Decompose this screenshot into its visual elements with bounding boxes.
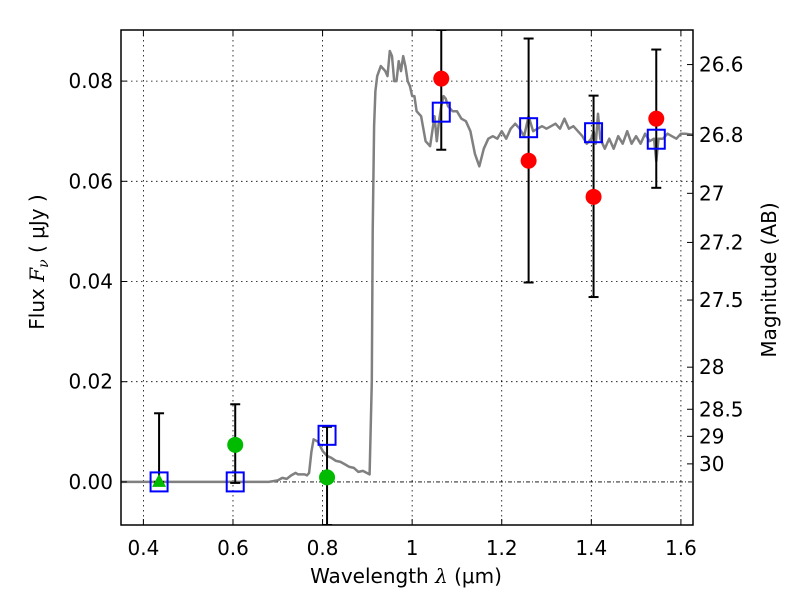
y-tick-label: 0.08 bbox=[68, 69, 113, 93]
y2-axis-ticks: 26.6 26.8 27 27.2 27.5 28 28.5 29 30 bbox=[687, 53, 744, 476]
marker-layer bbox=[149, 70, 666, 493]
y2-tick-label: 27.2 bbox=[699, 230, 744, 254]
data-point-circle bbox=[433, 70, 450, 87]
data-point-circle bbox=[520, 152, 537, 169]
spectrum-line bbox=[121, 49, 693, 484]
x-axis-label: Wavelength λ (μm) bbox=[310, 564, 502, 588]
y2-tick-label: 28 bbox=[699, 355, 724, 379]
x-tick-label: 1.2 bbox=[486, 536, 518, 560]
y-tick-label: 0.02 bbox=[68, 370, 113, 394]
x-tick-label: 1.6 bbox=[665, 536, 697, 560]
y-axis-label: Flux Fν ( μJy ) bbox=[25, 194, 52, 329]
x-axis-label-unit: (μm) bbox=[448, 564, 502, 588]
y2-tick-label: 27 bbox=[699, 181, 724, 205]
y2-tick-label: 28.5 bbox=[699, 397, 744, 421]
model-photometry-square bbox=[317, 424, 337, 446]
y-axis-label-prefix: Flux bbox=[25, 282, 49, 330]
y-tick-label: 0.04 bbox=[68, 270, 113, 294]
x-tick-label: 0.8 bbox=[307, 536, 339, 560]
spectrum-layer bbox=[121, 49, 693, 484]
data-point-circle bbox=[648, 110, 665, 127]
y2-tick-label: 27.5 bbox=[699, 288, 744, 312]
y-axis-ticks: 0.00 0.02 0.04 0.06 0.08 bbox=[68, 69, 127, 494]
y2-tick-label: 26.6 bbox=[699, 53, 744, 77]
x-axis-label-symbol: λ bbox=[434, 564, 448, 588]
y-axis-label-subscript: ν bbox=[36, 259, 52, 268]
y-axis-label-unit: ( μJy ) bbox=[25, 194, 49, 259]
data-point-circle bbox=[319, 469, 336, 486]
plot-frame bbox=[120, 29, 694, 526]
data-point-triangle bbox=[152, 473, 167, 487]
x-axis-label-prefix: Wavelength bbox=[310, 564, 435, 588]
x-tick-label: 1 bbox=[406, 536, 419, 560]
x-tick-label: 0.6 bbox=[217, 536, 249, 560]
x-tick-label: 1.4 bbox=[575, 536, 607, 560]
y2-axis-label: Magnitude (AB) bbox=[757, 202, 781, 357]
model-photometry-square bbox=[646, 128, 666, 150]
x-axis-ticks: 0.4 0.6 0.8 1 1.2 1.4 1.6 bbox=[127, 30, 697, 560]
model-photometry-square bbox=[584, 122, 604, 144]
model-photometry-square bbox=[225, 471, 245, 493]
model-photometry-square bbox=[431, 101, 451, 123]
y2-tick-label: 29 bbox=[699, 424, 724, 448]
data-point-circle bbox=[585, 188, 602, 205]
y2-tick-label: 26.8 bbox=[699, 123, 744, 147]
y-tick-label: 0.00 bbox=[68, 470, 113, 494]
data-point-circle bbox=[227, 436, 244, 453]
y2-tick-label: 30 bbox=[699, 452, 724, 476]
y-tick-label: 0.06 bbox=[68, 169, 113, 193]
model-photometry-square bbox=[519, 117, 539, 139]
model-photometry-square bbox=[149, 471, 169, 493]
x-tick-label: 0.4 bbox=[127, 536, 159, 560]
y-axis-label-symbol: F bbox=[25, 267, 49, 283]
